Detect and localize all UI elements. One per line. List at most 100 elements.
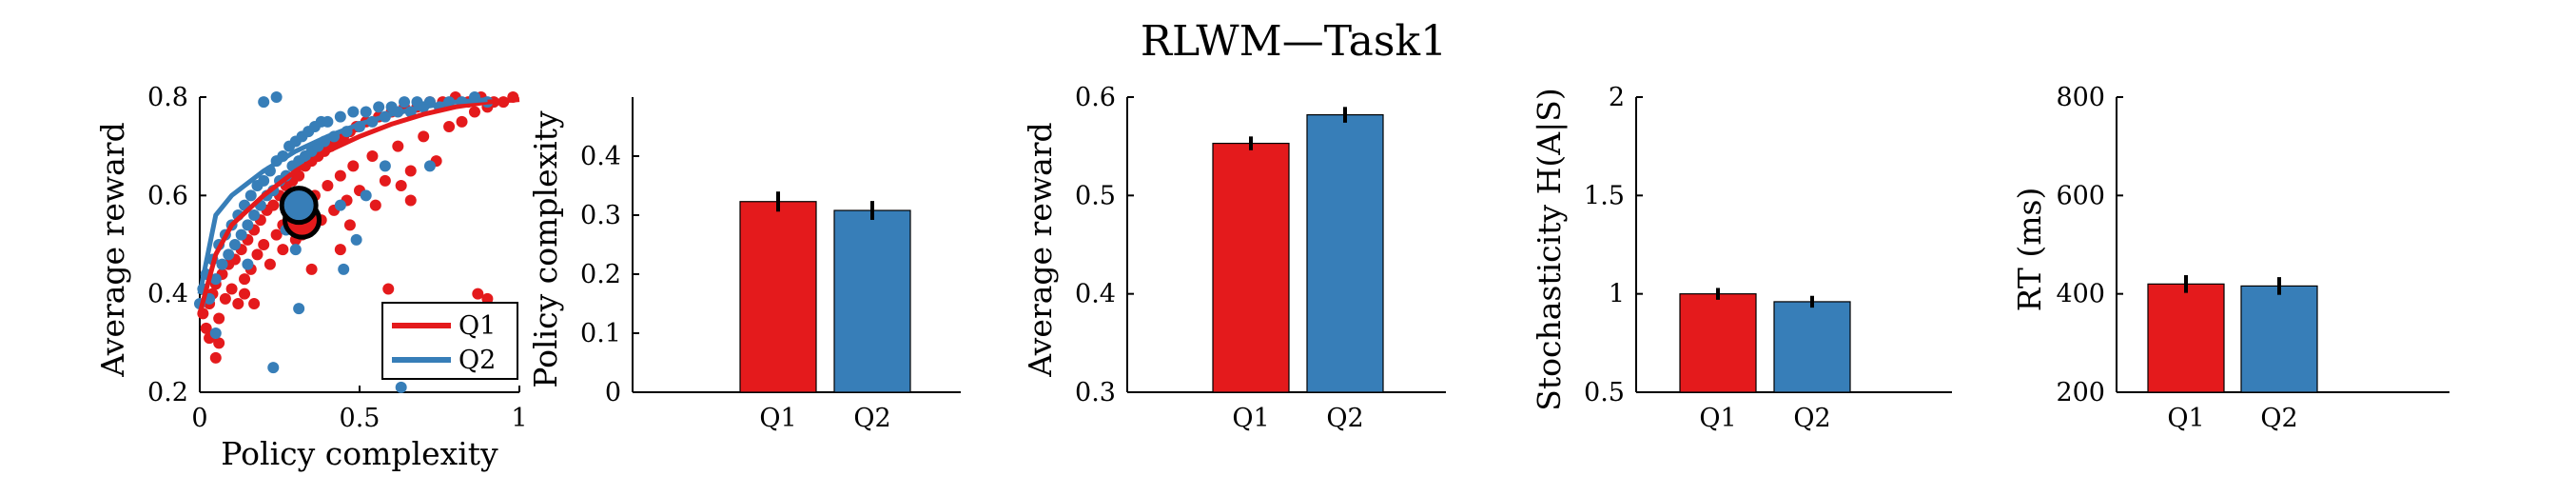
legend-label: Q2: [459, 346, 496, 375]
scatter-point-q1: [456, 115, 468, 128]
scatter-point-q2: [209, 327, 222, 339]
scatter-point-q1: [225, 283, 238, 295]
y-tick-label: 0.2: [580, 260, 621, 289]
scatter-point-q2: [270, 91, 283, 103]
scatter-point-q2: [423, 160, 436, 172]
scatter-point-q2: [228, 239, 241, 250]
scatter-point-q1: [443, 121, 456, 132]
y-tick-label: 0.3: [1075, 378, 1116, 407]
scatter-point-q2: [350, 233, 362, 246]
y-tick-label: 1.5: [1584, 181, 1625, 210]
x-tick-label: Q2: [1793, 404, 1830, 433]
mean-marker-q2: [279, 186, 319, 226]
x-tick-label: Q1: [1232, 404, 1269, 433]
y-tick-label: 200: [2056, 378, 2105, 407]
bar-q1: [739, 201, 817, 393]
scatter-point-q1: [305, 263, 318, 275]
y-axis-label: Average reward: [1022, 122, 1059, 377]
scatter-point-q1: [213, 312, 225, 325]
scatter-point-q1: [263, 258, 276, 270]
figure-title: RLWM—Task1: [1141, 17, 1447, 66]
scatter-point-q1: [334, 169, 346, 182]
scatter-point-q1: [258, 239, 270, 250]
scatter-point-q2: [293, 303, 305, 315]
scatter-point-q2: [360, 106, 372, 118]
scatter-point-q1: [395, 180, 407, 191]
scatter-point-q2: [258, 174, 270, 187]
scatter-point-q2: [223, 248, 235, 261]
y-tick-label: 0.4: [147, 280, 188, 309]
y-tick-label: 1: [1609, 280, 1625, 309]
scatter-point-q1: [472, 288, 484, 300]
scatter-point-q2: [347, 106, 360, 118]
legend-label: Q1: [459, 311, 496, 341]
scatter-point-q1: [392, 140, 404, 152]
y-axis-label: Policy complexity: [527, 110, 564, 388]
scatter-point-q2: [334, 199, 346, 211]
scatter-point-q2: [289, 244, 302, 256]
y-axis-label: Stochasticity H(A|S): [1531, 88, 1568, 410]
stochasticity-bar-panel: 0.5 1 1.5 2 Stochasticity H(A|S) Q1 Q2: [1531, 83, 1952, 433]
scatter-point-q1: [219, 292, 231, 305]
scatter-point-q2: [338, 263, 350, 275]
scatter-point-q1: [418, 130, 430, 143]
legend-box: [381, 302, 518, 380]
scatter-point-q1: [347, 160, 360, 172]
bar-q2: [1306, 113, 1384, 393]
scatter-point-q2: [399, 96, 411, 109]
bar-q2: [2240, 285, 2318, 393]
x-tick-label: Q1: [1699, 404, 1736, 433]
scatter-point-q1: [404, 194, 417, 207]
y-tick-label: 2: [1609, 83, 1625, 112]
y-axis-label: RT (ms): [2011, 188, 2048, 312]
scatter-point-q1: [213, 337, 225, 349]
scatter-point-q1: [343, 219, 356, 231]
scatter-point-q1: [277, 244, 289, 256]
scatter-point-q1: [200, 322, 212, 334]
scatter-point-q2: [322, 115, 334, 128]
scatter-point-q2: [379, 160, 391, 172]
scatter-point-q2: [216, 258, 228, 270]
scatter-point-q2: [235, 228, 247, 241]
y-tick-label: 0.6: [1075, 83, 1116, 112]
x-tick-label: 1: [511, 404, 527, 433]
scatter-point-q1: [232, 298, 244, 309]
y-axis-label: Average reward: [94, 122, 131, 377]
scatter-point-q2: [209, 273, 222, 286]
scatter-point-q2: [395, 381, 407, 393]
fit-line-q1: [197, 97, 520, 314]
scatter-point-q1: [239, 288, 251, 300]
scatter-point-q1: [248, 298, 261, 309]
scatter-point-q1: [404, 165, 417, 177]
y-tick-label: 400: [2056, 280, 2105, 309]
x-tick-label: Q2: [1326, 404, 1363, 433]
average-reward-bar-panel: 0.3 0.4 0.5 0.6 Average reward Q1 Q2: [1022, 83, 1446, 433]
y-tick-label: 0: [605, 378, 621, 407]
bar-q1: [1679, 293, 1757, 393]
scatter-point-q1: [239, 273, 251, 286]
scatter-point-q2: [267, 362, 280, 374]
scatter-point-q2: [242, 258, 254, 270]
scatter-point-q1: [209, 351, 222, 364]
y-tick-label: 0.2: [147, 378, 188, 407]
x-tick-label: Q2: [853, 404, 890, 433]
x-tick-label: 0: [191, 404, 207, 433]
scatter-point-q1: [267, 199, 280, 211]
y-tick-label: 0.1: [580, 319, 621, 348]
scatter-point-q1: [382, 283, 395, 295]
scatter-point-q1: [366, 150, 379, 162]
scatter-point-q1: [334, 244, 346, 256]
y-tick-label: 0.3: [580, 201, 621, 230]
scatter-point-q1: [322, 180, 334, 191]
x-tick-label: 0.5: [340, 404, 381, 433]
rt-bar-panel: 200 400 600 800 RT (ms) Q1 Q2: [2011, 83, 2449, 433]
bar-q1: [2147, 283, 2225, 393]
scatter-point-q1: [468, 106, 480, 118]
bar-q2: [1773, 301, 1851, 393]
scatter-point-q2: [248, 209, 261, 221]
scatter-point-q1: [251, 248, 263, 261]
scatter-point-q1: [369, 199, 381, 211]
scatter-point-q1: [481, 292, 494, 305]
scatter-point-q1: [270, 228, 283, 241]
x-tick-label: Q1: [2167, 404, 2204, 433]
